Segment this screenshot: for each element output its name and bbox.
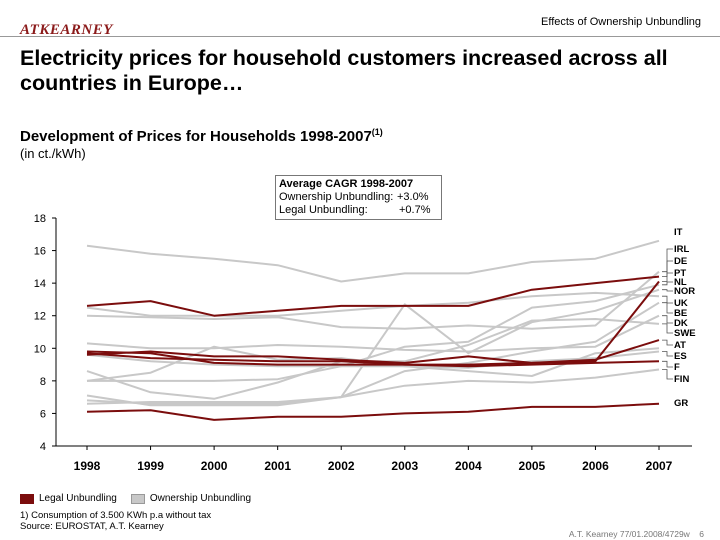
series-label-swe: SWE <box>674 328 696 339</box>
footnote-source: Source: EUROSTAT, A.T. Kearney <box>20 521 164 532</box>
page-number: 6 <box>699 529 704 539</box>
cagr-label: Ownership Unbundling: <box>279 191 394 203</box>
x-tick-label: 2003 <box>391 459 418 473</box>
legend-item-legal: Legal Unbundling <box>20 493 117 504</box>
cagr-row-legal: Legal Unbundling: +0.7% <box>279 204 441 217</box>
x-tick-label: 1999 <box>137 459 164 473</box>
y-tick-label: 10 <box>34 343 46 355</box>
cagr-row-ownership: Ownership Unbundling: +3.0% <box>279 191 441 204</box>
series-label-es: ES <box>674 351 687 362</box>
series-label-dk: DK <box>674 318 688 329</box>
series-line-fin <box>86 368 660 405</box>
chart-legend: Legal Unbundling Ownership Unbundling <box>20 493 265 504</box>
x-tick-label: 2002 <box>328 459 355 473</box>
y-tick-label: 18 <box>34 213 46 225</box>
chart-subtitle: Development of Prices for Households 199… <box>20 127 383 145</box>
y-tick-label: 6 <box>40 408 46 420</box>
x-tick-label: 2001 <box>264 459 291 473</box>
label-connector <box>662 339 673 346</box>
label-connector <box>662 281 673 286</box>
label-connector <box>662 351 673 357</box>
footer: A.T. Kearney 77/01.2008/4729w 6 <box>569 529 704 539</box>
series-label-pt: PT <box>674 268 686 279</box>
series-line-nor <box>86 288 660 405</box>
legend-item-ownership: Ownership Unbundling <box>130 493 252 504</box>
cagr-value: +0.7% <box>399 204 431 216</box>
y-tick-label: 12 <box>34 311 46 323</box>
chart-units: (in ct./kWh) <box>20 146 86 161</box>
series-line-f <box>86 352 660 368</box>
series-label-fin: FIN <box>674 374 689 385</box>
label-connector <box>662 248 673 277</box>
y-tick-label: 8 <box>40 376 46 388</box>
series-label-uk: UK <box>674 298 688 309</box>
legend-swatch-ownership <box>130 493 145 504</box>
x-tick-label: 2005 <box>519 459 546 473</box>
series-line-be <box>86 291 660 317</box>
label-connector <box>662 260 673 282</box>
footer-ref: A.T. Kearney 77/01.2008/4729w <box>568 529 690 539</box>
x-tick-label: 2000 <box>201 459 228 473</box>
label-connector <box>662 360 673 368</box>
label-connector <box>662 295 673 314</box>
x-tick-label: 2006 <box>582 459 609 473</box>
legend-label-ownership: Ownership Unbundling <box>149 493 252 504</box>
price-line-chart: 4 6 8 10 12 14 16 18 1998 1999 2000 2001 2002 2003 200… <box>34 213 696 473</box>
slide-headline: Electricity prices for household custome… <box>20 46 668 95</box>
series-label-at: AT <box>674 340 686 351</box>
series-line-nl <box>87 283 660 382</box>
series-line-dk <box>86 314 660 353</box>
series-line-it <box>86 239 660 283</box>
series-label-f: F <box>674 362 680 373</box>
x-tick-label: 2007 <box>646 459 673 473</box>
series-label-gr: GR <box>674 398 688 409</box>
company-logo: ATKEARNEY <box>20 22 113 38</box>
y-tick-label: 14 <box>34 278 46 290</box>
chart-subtitle-text: Development of Prices for Households 199… <box>20 128 372 145</box>
header-divider <box>0 36 720 37</box>
footnote-note: 1) Consumption of 3.500 KWh p.a without … <box>20 510 212 521</box>
legend-swatch-legal <box>20 493 34 504</box>
y-tick-label: 4 <box>40 441 46 453</box>
x-tick-label: 2004 <box>455 459 482 473</box>
label-connector <box>662 271 673 274</box>
series-label-nl: NL <box>674 277 687 288</box>
cagr-label: Legal Unbundling: <box>279 204 368 216</box>
series-label-de: DE <box>674 256 687 267</box>
label-connector <box>662 369 673 380</box>
label-connector <box>662 315 673 324</box>
label-connector <box>662 323 673 334</box>
footnote-ref: (1) <box>371 127 383 137</box>
header-title: Effects of Ownership Unbundling <box>541 16 701 28</box>
series-label-irl: IRL <box>674 244 690 255</box>
y-tick-label: 16 <box>34 246 46 258</box>
legend-label-legal: Legal Unbundling <box>39 493 117 504</box>
series-line-pt <box>86 270 660 330</box>
cagr-value: +3.0% <box>397 191 429 203</box>
cagr-title: Average CAGR 1998-2007 <box>279 178 414 190</box>
series-line-irl <box>86 275 660 317</box>
series-label-it: IT <box>674 227 683 238</box>
footnote: 1) Consumption of 3.500 KWh p.a without … <box>20 510 211 532</box>
label-connector <box>662 289 673 292</box>
series-line-es <box>86 350 660 369</box>
cagr-box: Average CAGR 1998-2007 Ownership Unbundl… <box>275 175 442 220</box>
x-tick-label: 1998 <box>74 459 101 473</box>
series-label-be: BE <box>674 308 687 319</box>
series-label-nor: NOR <box>674 286 695 297</box>
series-line-gr <box>86 402 660 421</box>
